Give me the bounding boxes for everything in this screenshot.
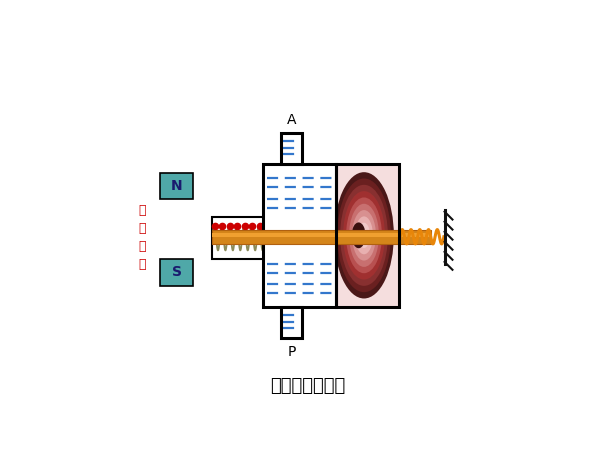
Bar <box>336 164 399 307</box>
Bar <box>263 164 336 307</box>
Text: S: S <box>172 265 182 279</box>
Ellipse shape <box>352 210 376 260</box>
Ellipse shape <box>361 229 367 242</box>
Text: 线
圈
通
电: 线 圈 通 电 <box>138 204 145 271</box>
Ellipse shape <box>358 223 370 248</box>
Bar <box>281 133 302 164</box>
Bar <box>212 230 431 244</box>
Text: 二位二通电磁阀: 二位二通电磁阀 <box>270 377 345 395</box>
Bar <box>212 233 431 237</box>
Bar <box>281 307 302 337</box>
Ellipse shape <box>337 178 391 292</box>
Ellipse shape <box>349 204 379 267</box>
Bar <box>160 172 193 199</box>
Text: N: N <box>171 179 182 193</box>
Ellipse shape <box>343 191 385 280</box>
Ellipse shape <box>334 172 394 299</box>
Bar <box>160 259 193 286</box>
Text: P: P <box>287 345 296 359</box>
Ellipse shape <box>340 185 388 286</box>
Ellipse shape <box>355 216 373 254</box>
Ellipse shape <box>352 222 365 248</box>
Text: A: A <box>287 113 296 127</box>
Ellipse shape <box>346 198 382 273</box>
Bar <box>212 217 265 259</box>
Bar <box>336 164 399 307</box>
